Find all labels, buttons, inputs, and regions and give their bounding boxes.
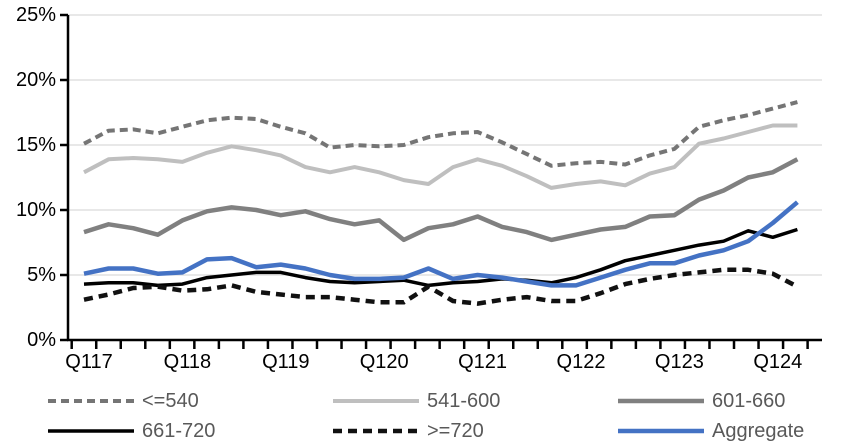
x-axis-tick-label: Q118 [163, 351, 212, 373]
series-line-541-600 [83, 123, 798, 190]
legend-label-541-600: 541-600 [427, 389, 501, 412]
x-axis-tick-label: Q123 [654, 351, 704, 373]
legend-label-le-540: <=540 [142, 389, 199, 412]
legend-label-601-660: 601-660 [712, 389, 786, 412]
x-axis-tick-label: Q119 [262, 351, 310, 373]
series-line-le-540 [83, 100, 798, 168]
series-line-aggregate [83, 200, 799, 288]
y-axis-tick-label: 0% [27, 329, 56, 351]
y-axis-tick-label: 10% [15, 199, 56, 221]
x-axis-tick-label: Q117 [65, 351, 113, 373]
y-axis-tick-label: 20% [15, 69, 56, 91]
x-axis-tick-label: Q124 [753, 351, 803, 373]
legend-label-ge-720: >=720 [427, 419, 484, 442]
series-line-601-660 [83, 157, 799, 243]
legend-label-661-720: 661-720 [142, 419, 216, 442]
y-axis-tick-label: 5% [27, 264, 56, 286]
legend-swatch-601-660 [618, 397, 704, 405]
legend-swatch-541-600 [333, 397, 419, 405]
x-axis-tick-label: Q121 [458, 351, 508, 373]
legend-item-le-540: <=540 [48, 388, 199, 414]
y-axis-tick-label: 25% [15, 4, 56, 26]
legend-swatch-aggregate [618, 427, 704, 435]
x-axis-tick-label: Q120 [359, 351, 409, 373]
series-line-ge-720 [83, 267, 799, 306]
legend-item-601-660: 601-660 [618, 388, 785, 414]
legend-swatch-661-720 [48, 427, 134, 435]
legend-label-aggregate: Aggregate [712, 419, 805, 442]
y-axis-tick-label: 15% [15, 134, 56, 156]
legend-item-ge-720: >=720 [333, 418, 484, 442]
x-axis-tick-label: Q122 [556, 351, 606, 373]
legend-item-aggregate: Aggregate [618, 418, 804, 442]
legend-swatch-le-540 [48, 397, 134, 405]
legend-item-661-720: 661-720 [48, 418, 215, 442]
legend-swatch-ge-720 [333, 427, 419, 435]
series-line-661-720 [83, 227, 798, 288]
legend-item-541-600: 541-600 [333, 388, 500, 414]
